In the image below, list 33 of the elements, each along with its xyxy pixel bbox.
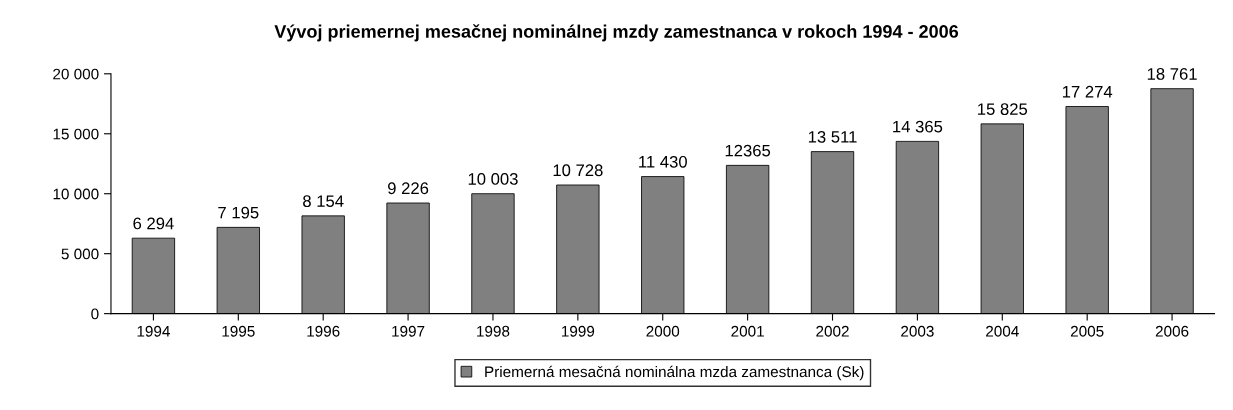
data-label: 8 154 [303, 195, 344, 208]
y-tick-label: 20 000 [53, 68, 99, 80]
y-tick-label: 0 [91, 308, 99, 320]
x-tick-label: 2000 [646, 325, 680, 337]
x-tick-label: 1995 [222, 325, 255, 337]
x-tick-label: 1999 [562, 325, 595, 337]
x-tick-label: 1997 [392, 325, 425, 337]
y-tick-label: 5 000 [61, 248, 99, 260]
data-label: 14 365 [893, 120, 943, 133]
data-label: 12365 [725, 144, 771, 157]
data-label: 18 761 [1147, 68, 1197, 80]
legend-label: Priemerná mesačná nominálna mzda zamestnanca (Sk) [485, 365, 864, 381]
data-label: 6 294 [133, 217, 174, 230]
x-tick-label: 2005 [1070, 325, 1104, 337]
y-tick-label: 15 000 [53, 128, 99, 140]
data-label: 7 195 [218, 206, 259, 219]
x-tick-label: 1994 [137, 325, 170, 337]
x-tick-label: 2004 [986, 325, 1019, 337]
x-tick-label: 1998 [477, 325, 510, 337]
x-tick-label: 2001 [731, 325, 764, 337]
data-label: 10 003 [468, 173, 518, 185]
chart-title: Vývoj priemernej mesačnej nominálnej mzdy zamestnanca v rokoch 1994 - 2006 [274, 24, 959, 42]
data-label: 17 274 [1062, 85, 1113, 98]
data-label: 9 226 [388, 182, 429, 195]
x-tick-label: 2003 [901, 325, 934, 337]
y-tick-label: 10 000 [53, 188, 99, 200]
x-tick-label: 2006 [1155, 325, 1189, 337]
data-label: 11 430 [639, 155, 687, 168]
x-tick-label: 1996 [307, 325, 340, 337]
x-tick-label: 2002 [816, 325, 849, 337]
data-label: 15 825 [978, 103, 1028, 116]
data-label: 13 511 [808, 130, 857, 143]
data-label: 10 728 [553, 164, 603, 177]
